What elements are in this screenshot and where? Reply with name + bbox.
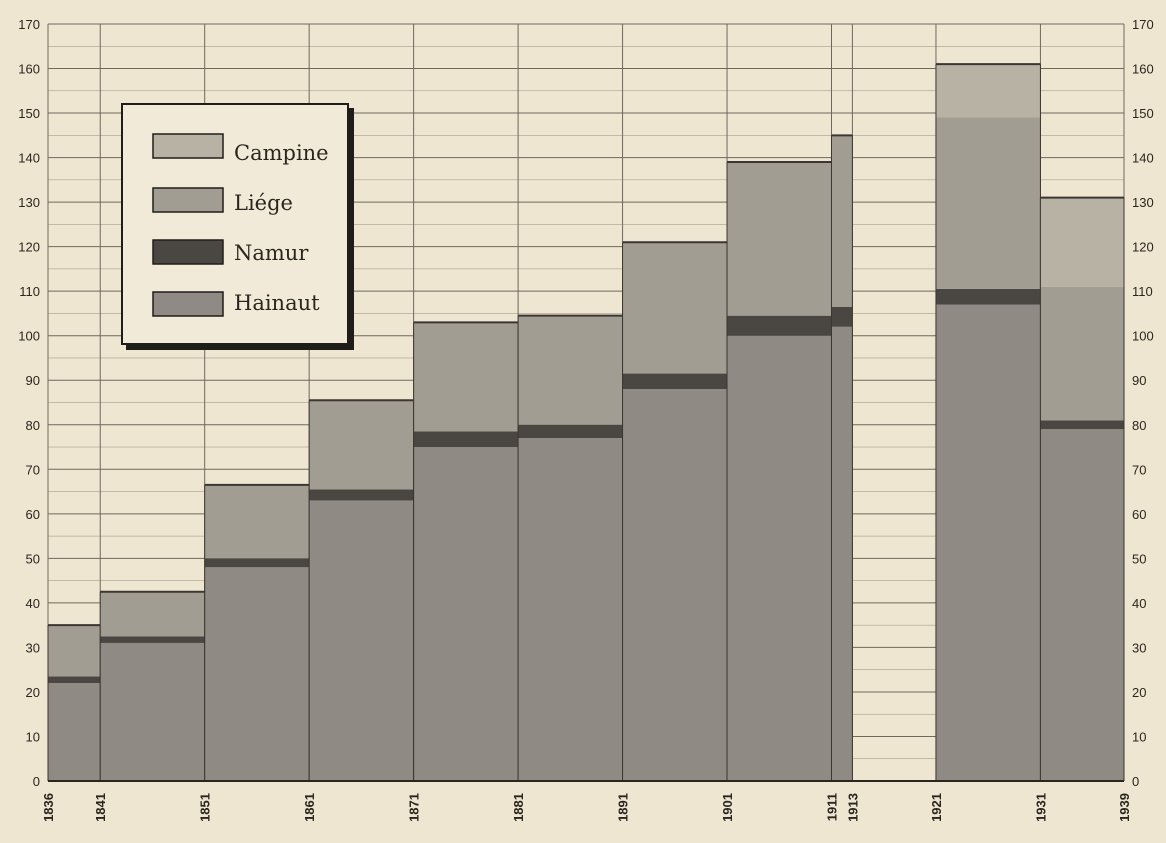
y-tick-label-left: 120: [18, 240, 40, 255]
y-tick-label-left: 90: [26, 373, 40, 388]
x-tick-label: 1861: [302, 793, 317, 822]
y-tick-label-right: 40: [1132, 596, 1146, 611]
bar-segment-namur: [1040, 420, 1124, 430]
legend: Campine Liége Namur Hainaut: [121, 103, 354, 350]
y-tick-label-right: 110: [1132, 284, 1153, 299]
y-tick-label-left: 60: [26, 507, 40, 522]
bar-segment-liege: [413, 322, 519, 432]
y-tick-label-right: 160: [1132, 62, 1154, 77]
axes: 0 0 10 10 20 20 30 30 40 40 50 50 60 60 70 70 80 80 90 90 10…: [18, 17, 1153, 822]
y-tick-label-left: 20: [26, 685, 40, 700]
bar-segment-campine: [1040, 197, 1124, 287]
bar-segment-namur: [727, 315, 832, 336]
legend-label-liege: Liége: [234, 191, 293, 215]
y-tick-label-left: 130: [18, 195, 40, 210]
y-tick-label-right: 0: [1132, 774, 1139, 789]
legend-label-hainaut: Hainaut: [234, 291, 320, 315]
bar-segment-liege: [48, 625, 101, 677]
bar-segment-liege: [727, 162, 832, 316]
y-tick-label-left: 30: [26, 640, 40, 655]
y-tick-label-right: 60: [1132, 507, 1146, 522]
y-tick-label-right: 100: [1132, 329, 1154, 344]
y-tick-label-right: 80: [1132, 418, 1146, 433]
x-tick-label: 1836: [41, 793, 56, 822]
legend-swatch-namur: [152, 239, 224, 265]
y-tick-label-left: 140: [18, 151, 40, 166]
bar-segment-namur: [309, 489, 414, 501]
y-tick-label-left: 0: [33, 774, 40, 789]
bar-segment-hainaut: [48, 683, 101, 781]
y-tick-label-right: 90: [1132, 373, 1146, 388]
bars: [47, 63, 1125, 781]
y-tick-label-left: 150: [18, 106, 40, 121]
y-tick-label-left: 50: [26, 551, 40, 566]
y-tick-label-right: 50: [1132, 551, 1146, 566]
bar-segment-namur: [622, 373, 728, 390]
legend-label-namur: Namur: [234, 241, 309, 265]
bar-segment-liege: [622, 242, 728, 374]
bar-segment-namur: [48, 676, 101, 684]
y-tick-label-right: 130: [1132, 195, 1154, 210]
bar-segment-liege: [518, 315, 623, 425]
bar-segment-campine: [935, 64, 1041, 118]
bar-segment-hainaut: [935, 304, 1041, 781]
bar-segment-liege: [935, 117, 1041, 289]
bar-segment-hainaut: [727, 335, 832, 781]
y-tick-label-left: 160: [18, 62, 40, 77]
legend-swatch-liege: [152, 187, 224, 213]
x-tick-label: 1851: [198, 793, 213, 822]
bar-segment-liege: [1040, 286, 1124, 421]
bar-segment-hainaut: [100, 642, 205, 781]
legend-label-campine: Campine: [234, 141, 329, 165]
x-tick-label: 1931: [1033, 793, 1048, 822]
y-tick-label-left: 10: [26, 729, 40, 744]
y-tick-label-right: 120: [1132, 240, 1154, 255]
bar-segment-hainaut: [204, 567, 310, 781]
y-tick-label-right: 30: [1132, 640, 1146, 655]
bar-segment-hainaut: [309, 500, 414, 781]
x-tick-label: 1841: [93, 793, 108, 822]
bar-segment-namur: [413, 431, 519, 448]
bar-segment-hainaut: [831, 326, 853, 781]
y-tick-label-right: 70: [1132, 462, 1146, 477]
bar-segment-hainaut: [1040, 429, 1124, 781]
bar-segment-hainaut: [413, 447, 519, 781]
bar-segment-namur: [831, 306, 853, 327]
x-tick-label: 1939: [1117, 793, 1132, 822]
bar-segment-liege: [100, 591, 205, 637]
y-tick-label-right: 140: [1132, 151, 1154, 166]
y-tick-label-left: 70: [26, 462, 40, 477]
bar-segment-liege: [309, 400, 414, 490]
bar-segment-namur: [100, 636, 205, 643]
x-tick-label: 1921: [929, 793, 944, 822]
bar-segment-liege: [204, 484, 310, 559]
x-tick-label: 1881: [511, 793, 526, 822]
y-tick-label-right: 150: [1132, 106, 1154, 121]
x-tick-label: 1911: [824, 793, 839, 821]
y-tick-label-left: 100: [18, 329, 40, 344]
bar-segment-liege: [831, 135, 853, 307]
x-tick-label: 1901: [720, 793, 735, 822]
x-tick-label: 1891: [616, 793, 631, 822]
x-tick-label: 1913: [845, 793, 860, 822]
bar-segment-hainaut: [622, 389, 728, 781]
y-tick-label-right: 20: [1132, 685, 1146, 700]
bar-segment-namur: [204, 558, 310, 568]
legend-swatch-hainaut: [152, 291, 224, 317]
bar-segment-hainaut: [518, 438, 623, 781]
y-tick-label-left: 40: [26, 596, 40, 611]
y-tick-label-left: 110: [19, 284, 40, 299]
legend-swatch-campine: [152, 133, 224, 159]
y-tick-label-left: 170: [18, 17, 40, 32]
bar-segment-namur: [935, 288, 1041, 305]
y-tick-label-left: 80: [26, 418, 40, 433]
bar-segment-namur: [518, 424, 623, 439]
x-tick-label: 1871: [407, 793, 422, 822]
y-tick-label-right: 10: [1132, 729, 1146, 744]
y-tick-label-right: 170: [1132, 17, 1154, 32]
